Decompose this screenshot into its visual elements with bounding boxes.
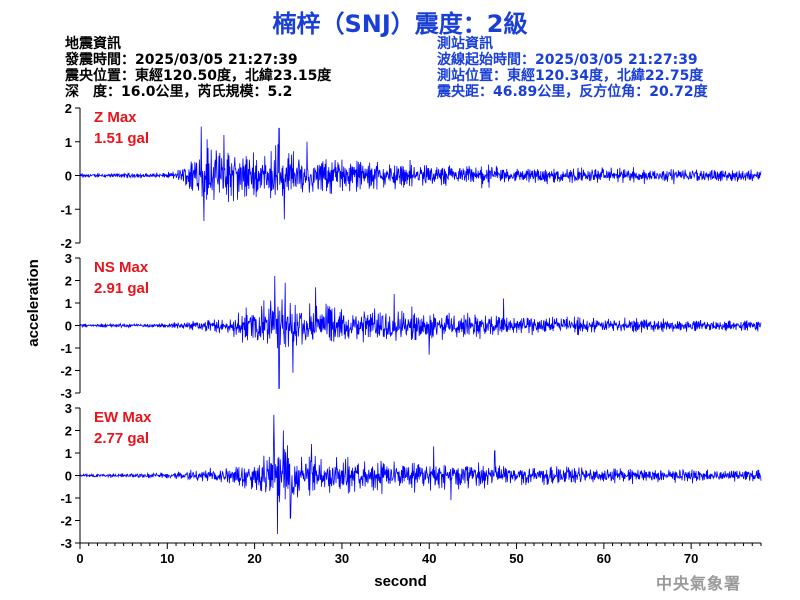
y-tick-label: 1 bbox=[65, 135, 72, 150]
y-axis-label: acceleration bbox=[25, 259, 42, 347]
y-tick-label: 1 bbox=[65, 446, 72, 461]
y-tick-label: -1 bbox=[60, 491, 72, 506]
max-label-ns: NS Max bbox=[94, 259, 149, 276]
x-tick-label: 50 bbox=[509, 551, 523, 566]
y-tick-label: -2 bbox=[60, 514, 72, 529]
station-info: 測站資訊 波線起始時間：2025/03/05 21:27:39 測站位置：東經1… bbox=[437, 36, 708, 100]
x-tick-label: 70 bbox=[684, 551, 698, 566]
chart-title: 楠梓（SNJ）震度：2級 bbox=[272, 10, 528, 38]
x-tick-label: 20 bbox=[247, 551, 261, 566]
y-tick-label: 0 bbox=[65, 469, 72, 484]
max-label-z: Z Max bbox=[94, 109, 137, 126]
x-axis-label: second bbox=[374, 573, 427, 590]
distance-azimuth: 震央距：46.89公里，反方位角：20.72度 bbox=[437, 84, 708, 100]
y-tick-label: -1 bbox=[60, 341, 72, 356]
agency-name: 中央氣象署 bbox=[656, 574, 742, 593]
waveform-z bbox=[79, 126, 762, 222]
y-tick-label: 3 bbox=[65, 251, 72, 266]
station-info-heading: 測站資訊 bbox=[437, 36, 493, 52]
y-tick-label: 0 bbox=[65, 319, 72, 334]
y-tick-label: 3 bbox=[65, 401, 72, 416]
y-tick-label: 1 bbox=[65, 296, 72, 311]
y-tick-label: -2 bbox=[60, 364, 72, 379]
waveform-ns bbox=[79, 275, 762, 389]
quake-info: 地震資訊 發震時間：2025/03/05 21:27:39 震央位置：東經120… bbox=[65, 36, 331, 100]
x-tick-label: 30 bbox=[335, 551, 349, 566]
y-tick-label: 2 bbox=[65, 274, 72, 289]
max-value-ns: 2.91 gal bbox=[94, 280, 149, 297]
x-tick-label: 60 bbox=[597, 551, 611, 566]
x-tick-label: 10 bbox=[160, 551, 174, 566]
quake-info-heading: 地震資訊 bbox=[65, 36, 121, 52]
epicenter: 震央位置：東經120.50度，北緯23.15度 bbox=[65, 68, 332, 84]
y-tick-label: 0 bbox=[65, 169, 72, 184]
waveform-ew bbox=[79, 414, 762, 535]
max-value-z: 1.51 gal bbox=[94, 130, 149, 147]
y-tick-label: -2 bbox=[60, 236, 72, 251]
origin-time: 發震時間：2025/03/05 21:27:39 bbox=[65, 52, 298, 68]
max-value-ew: 2.77 gal bbox=[94, 430, 149, 447]
x-tick-label: 40 bbox=[422, 551, 436, 566]
wave-start-time: 波線起始時間：2025/03/05 21:27:39 bbox=[437, 52, 698, 68]
y-tick-label: -3 bbox=[60, 536, 72, 551]
y-tick-label: 2 bbox=[65, 424, 72, 439]
depth-magnitude: 深 度：16.0公里，芮氏規模：5.2 bbox=[65, 84, 293, 100]
y-tick-label: -3 bbox=[60, 386, 72, 401]
y-tick-label: 2 bbox=[65, 101, 72, 116]
y-tick-label: -1 bbox=[60, 202, 72, 217]
x-tick-label: 0 bbox=[76, 551, 83, 566]
max-label-ew: EW Max bbox=[94, 409, 152, 426]
station-location: 測站位置：東經120.34度，北緯22.75度 bbox=[437, 68, 704, 84]
